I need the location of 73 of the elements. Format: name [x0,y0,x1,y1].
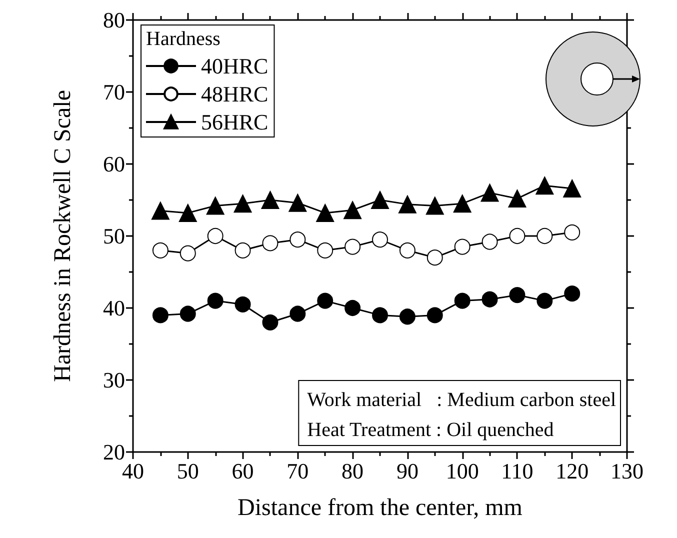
y-tick-label: 20 [103,440,125,464]
point [454,238,470,255]
point [509,228,526,244]
annotation: Heat Treatment : Oil quenched [307,419,554,441]
y-tick-label: 80 [103,8,125,32]
point [290,232,306,248]
point [536,176,554,195]
x-tick-label: 50 [176,458,199,484]
point [206,196,224,215]
point [344,201,362,220]
legend-title: Hardness [146,28,221,50]
point [207,292,224,309]
point [151,202,170,220]
point [261,191,280,209]
point [317,242,334,258]
legend-label: 48HRC [201,82,268,106]
point [564,286,580,302]
x-axis-title: Distance from the center, mm [238,495,523,521]
point [426,196,444,215]
point [180,306,196,322]
point [372,307,388,324]
point [178,204,197,222]
point [262,235,278,252]
point [372,232,388,248]
point [317,292,334,309]
point [399,308,416,325]
x-tick-label: 110 [501,458,534,484]
point [234,296,251,312]
x-tick-label: 90 [396,458,418,484]
point [180,245,196,262]
point [290,306,306,322]
point [482,291,498,308]
point [207,228,224,244]
point [371,191,389,209]
y-tick-label: 60 [103,152,125,176]
legend-label: 56HRC [201,110,268,134]
y-tick-label: 50 [103,224,125,248]
point [508,190,526,208]
x-tick-label: 130 [610,458,644,484]
point [262,314,278,330]
point [536,228,553,244]
y-tick-label: 70 [103,80,125,104]
x-tick-label: 70 [286,458,309,484]
x-tick-label: 80 [342,458,364,484]
point [454,292,470,309]
point [344,238,361,255]
point [564,224,580,240]
point [482,234,498,250]
x-tick-label: 40 [122,458,144,484]
point [344,300,361,316]
point [234,194,252,213]
point [426,307,443,324]
point [152,242,168,258]
point [480,184,499,202]
point [398,195,416,214]
legend-label: 40HRC [201,54,268,78]
point [399,242,416,258]
annotation: Work material : Medium carbon steel [307,389,616,411]
x-tick-label: 120 [556,458,589,484]
x-tick-label: 100 [446,458,479,484]
point [536,292,553,309]
point [288,194,307,212]
point [316,204,334,222]
y-tick-label: 30 [103,368,125,392]
point [152,307,168,324]
point [453,194,472,213]
x-tick-label: 60 [232,458,254,484]
point [563,179,582,198]
point [234,242,251,258]
point [509,287,526,304]
y-axis-title: Hardness in Rockwell C Scale [50,90,76,382]
point [426,250,443,266]
y-tick-label: 40 [103,296,125,320]
